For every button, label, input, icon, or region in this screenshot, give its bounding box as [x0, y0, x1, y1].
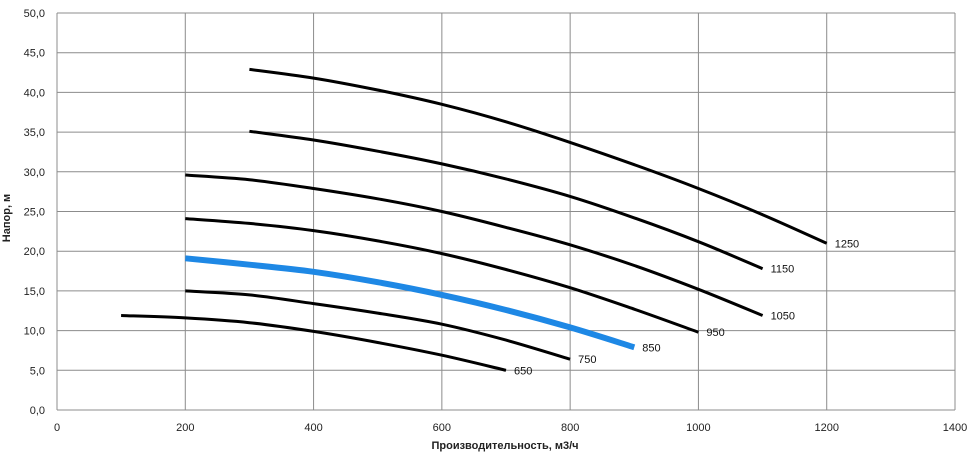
y-tick-label: 5,0	[30, 365, 45, 377]
y-tick-label: 30,0	[24, 167, 45, 179]
y-tick-label: 45,0	[24, 48, 45, 60]
series-label-850: 850	[642, 342, 660, 354]
series-label-1050: 1050	[771, 311, 795, 323]
series-line-850	[184, 255, 636, 351]
y-tick-label: 35,0	[24, 127, 45, 139]
series-lines	[121, 67, 828, 372]
x-tick-label: 1000	[686, 422, 710, 434]
x-tick-label: 800	[561, 422, 579, 434]
series-label-1150: 1150	[771, 264, 795, 276]
series-label-750: 750	[578, 354, 596, 366]
x-tick-label: 200	[176, 422, 194, 434]
series-line-750	[185, 289, 571, 361]
y-tick-label: 50,0	[24, 8, 45, 20]
x-tick-label: 600	[433, 422, 451, 434]
x-tick-label: 1200	[814, 422, 838, 434]
y-tick-label: 25,0	[24, 207, 45, 219]
x-tick-label: 400	[304, 422, 322, 434]
series-label-650: 650	[514, 365, 532, 377]
series-labels: 650 750 850 950 1050 1150 1250	[514, 238, 859, 377]
y-axis-title: Напор, м	[1, 194, 13, 242]
x-tick-label: 0	[54, 422, 60, 434]
x-tick-label: 1400	[943, 422, 967, 434]
series-label-950: 950	[706, 327, 724, 339]
y-tick-label: 0,0	[30, 405, 45, 417]
series-line-950	[185, 217, 699, 334]
series-line-1050	[185, 173, 764, 317]
y-tick-label: 20,0	[24, 246, 45, 258]
grid	[56, 12, 956, 411]
y-tick-label: 40,0	[24, 87, 45, 99]
x-axis-title: Производительность, м3/ч	[431, 440, 578, 452]
series-line-1250	[249, 67, 828, 245]
axes: 0,0 5,0 10,0 15,0 20,0 25,0 30,0 35,0 40,0 45,0 50…	[24, 8, 968, 434]
series-label-1250: 1250	[835, 238, 859, 250]
series-line-1150	[249, 129, 764, 271]
y-tick-label: 10,0	[24, 326, 45, 338]
y-tick-label: 15,0	[24, 286, 45, 298]
series-line-650	[121, 314, 507, 372]
